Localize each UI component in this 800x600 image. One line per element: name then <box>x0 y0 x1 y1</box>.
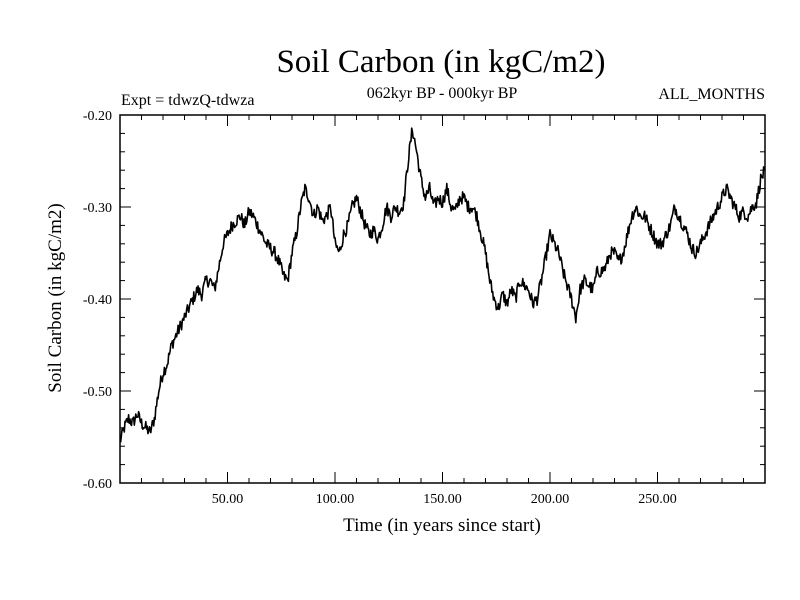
y-tick-label: -0.30 <box>83 201 112 216</box>
x-tick-label: 250.00 <box>638 492 677 507</box>
y-tick-label: -0.60 <box>83 477 112 492</box>
chart-title: Soil Carbon (in kgC/m2) <box>276 44 605 80</box>
series-line <box>119 127 766 443</box>
x-tick-label: 50.00 <box>212 492 244 507</box>
y-tick-label: -0.40 <box>83 293 112 308</box>
x-tick-label: 100.00 <box>316 492 355 507</box>
plot-frame <box>119 114 766 484</box>
x-axis-label: Time (in years since start) <box>343 515 541 536</box>
tick-labels: 50.00 100.00 150.00 200.00 250.00 -0.60 -0.50 -… <box>83 109 677 507</box>
x-tick-label: 150.00 <box>423 492 462 507</box>
axis-ticks <box>120 114 765 484</box>
months-label: ALL_MONTHS <box>658 86 765 103</box>
y-tick-label: -0.50 <box>83 385 112 400</box>
y-tick-label: -0.20 <box>83 109 112 124</box>
series-group <box>119 127 766 443</box>
y-axis-label: Soil Carbon (in kgC/m2) <box>45 203 66 392</box>
x-tick-label: 200.00 <box>531 492 570 507</box>
experiment-label: Expt = tdwzQ-tdwza <box>121 92 254 109</box>
period-label: 062kyr BP - 000kyr BP <box>367 85 518 102</box>
